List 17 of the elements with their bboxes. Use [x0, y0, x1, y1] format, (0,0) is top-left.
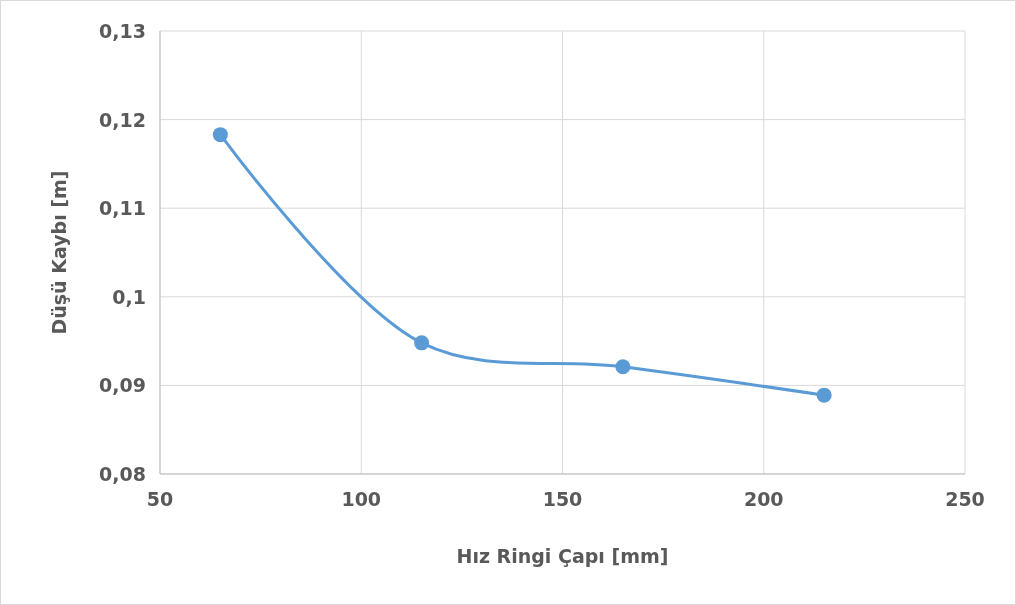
- y-tick-label: 0,13: [99, 20, 146, 42]
- x-tick-label: 50: [146, 488, 174, 510]
- x-tick-label: 150: [542, 488, 583, 510]
- x-tick-label: 200: [743, 488, 784, 510]
- y-tick-label: 0,12: [99, 108, 146, 131]
- x-tick-label: 250: [945, 488, 985, 510]
- y-tick-label: 0,08: [99, 463, 146, 485]
- point: [414, 335, 430, 351]
- y-tick-label: 0,09: [99, 374, 146, 397]
- y-tick-label: 0,1: [112, 285, 146, 308]
- y-axis-title: Düşü Kaybı [m]: [48, 170, 70, 335]
- x-tick-label: 100: [341, 488, 382, 510]
- point: [816, 387, 832, 403]
- y-tick-label: 0,11: [99, 197, 146, 220]
- x-axis-title: Hız Ringi Çapı [mm]: [456, 545, 669, 567]
- point: [212, 127, 228, 143]
- point: [615, 359, 631, 375]
